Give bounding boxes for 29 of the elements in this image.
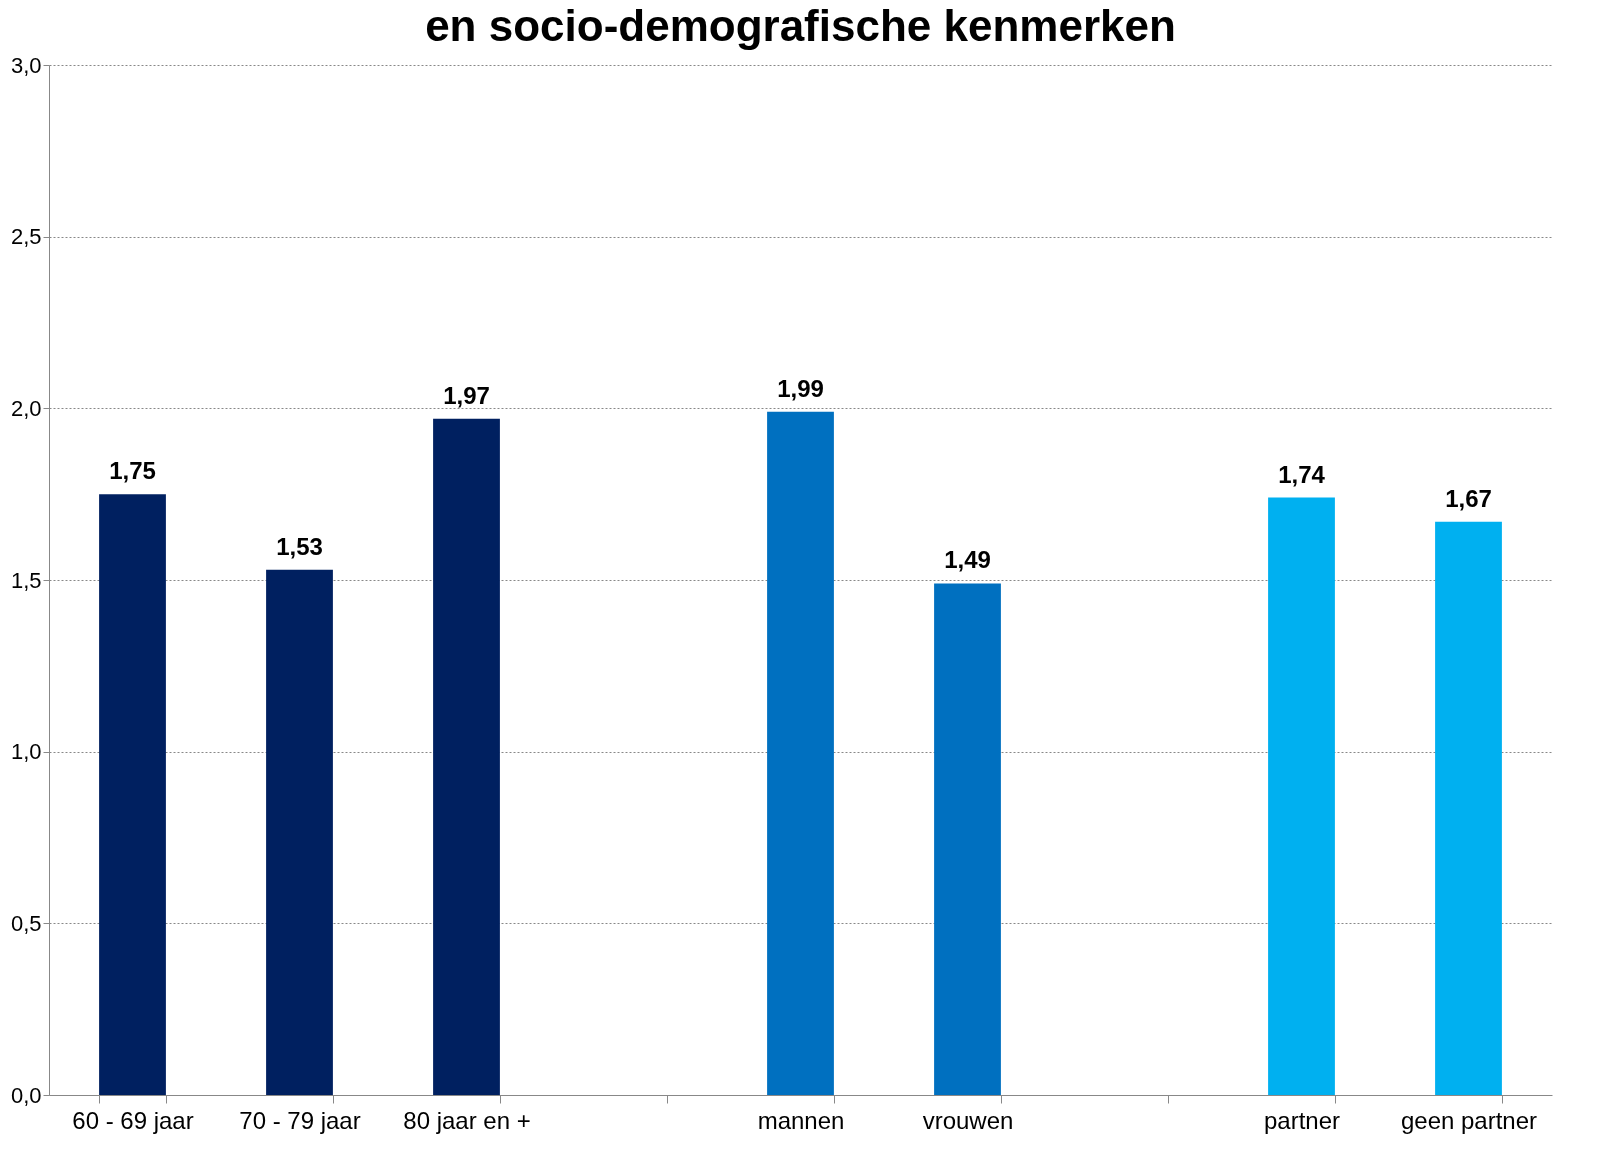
data-label: 1,99: [777, 374, 824, 402]
y-tick-label: 2,5: [10, 224, 42, 250]
data-label: 1,67: [1445, 484, 1492, 512]
data-label: 1,75: [109, 457, 156, 485]
x-tick-label: geen partner: [1400, 1106, 1538, 1134]
x-tick-label: 60 - 69 jaar: [72, 1106, 194, 1134]
bar: [1435, 521, 1502, 1095]
y-tick-label: 1,5: [10, 567, 42, 593]
data-label: 1,74: [1278, 460, 1326, 488]
y-tick-label: 1,0: [10, 739, 42, 765]
data-label: 1,97: [443, 381, 490, 409]
bar: [266, 569, 333, 1095]
x-tick-label: partner: [1263, 1106, 1341, 1134]
x-tick-label: vrouwen: [922, 1106, 1014, 1134]
x-tick-label: mannen: [757, 1106, 845, 1134]
data-label: 1,53: [276, 532, 323, 560]
y-tick-label: 0,0: [10, 1082, 42, 1108]
y-tick-label: 3,0: [10, 52, 42, 78]
x-tick-label: 80 jaar en +: [403, 1106, 531, 1134]
bar: [934, 583, 1001, 1095]
x-tick-label: 70 - 79 jaar: [239, 1106, 361, 1134]
bar: [1268, 497, 1335, 1095]
data-label: 1,49: [944, 546, 991, 574]
bar: [767, 411, 834, 1095]
y-tick-label: 2,0: [10, 395, 42, 421]
bar: [433, 418, 500, 1095]
bar: [99, 494, 166, 1095]
y-tick-label: 0,5: [10, 910, 42, 936]
chart-title: en socio-demografische kenmerken: [425, 1, 1176, 50]
